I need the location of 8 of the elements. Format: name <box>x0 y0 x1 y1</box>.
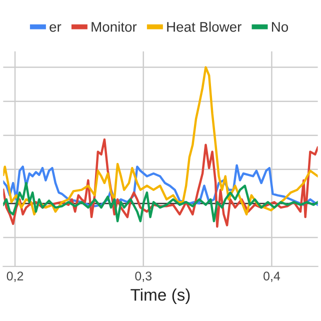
x-tick-label: 0,3 <box>135 272 152 282</box>
x-tick-label: 0,4 <box>264 272 280 282</box>
legend-label: Heat Blower <box>167 22 242 32</box>
legend-label: No <box>272 22 288 32</box>
legend-label: Monitor <box>92 22 137 32</box>
legend-label: er <box>50 24 62 32</box>
x-tick-label: 0,2 <box>6 272 24 282</box>
x-axis-title: Time (s) <box>130 288 190 304</box>
